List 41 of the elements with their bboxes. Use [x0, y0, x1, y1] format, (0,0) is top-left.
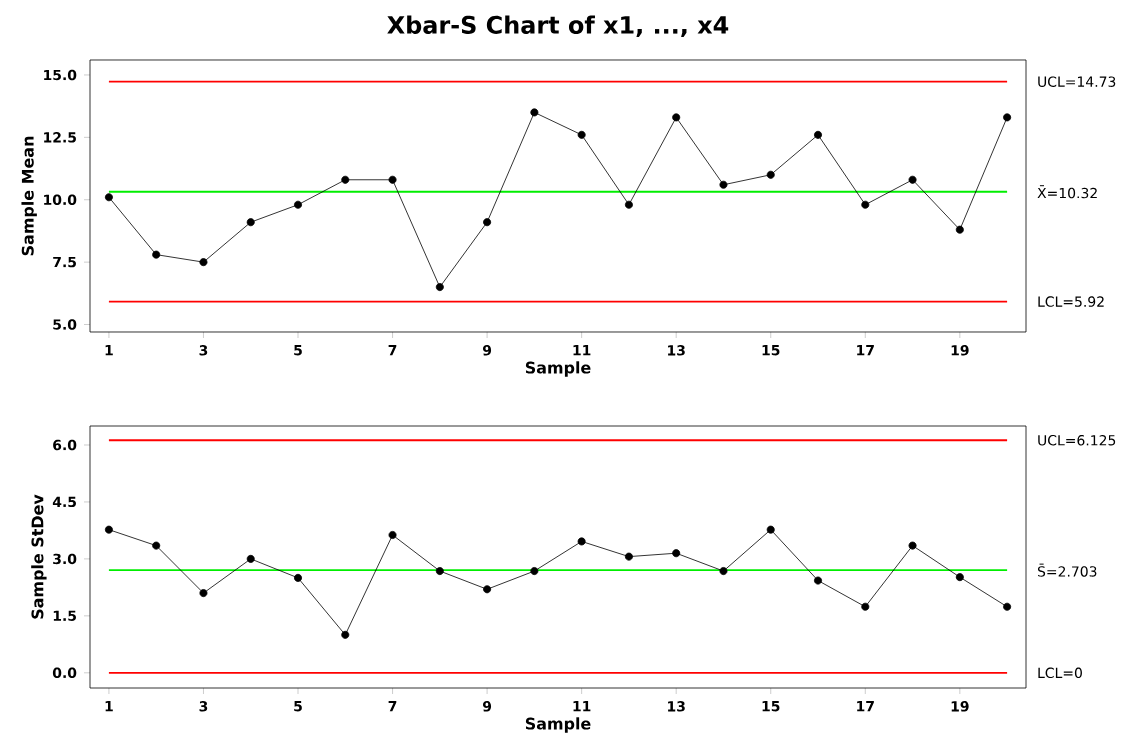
point — [246, 218, 255, 227]
point — [861, 200, 870, 209]
point — [530, 108, 539, 117]
point — [624, 552, 633, 561]
point — [341, 175, 350, 184]
point — [719, 180, 728, 189]
point — [294, 573, 302, 582]
point — [530, 567, 539, 576]
point — [577, 537, 586, 546]
point — [483, 218, 492, 227]
point — [624, 200, 633, 209]
point — [1003, 113, 1012, 122]
point — [435, 283, 444, 292]
point — [341, 630, 350, 639]
point — [483, 585, 492, 594]
point — [577, 130, 586, 139]
point — [199, 589, 208, 598]
point — [719, 567, 728, 576]
point — [766, 525, 775, 534]
point — [766, 170, 775, 179]
point — [104, 525, 113, 534]
point — [246, 554, 255, 563]
point — [435, 567, 444, 576]
point — [199, 258, 208, 267]
point — [1003, 602, 1012, 611]
point — [672, 113, 681, 122]
point — [152, 541, 161, 550]
point — [294, 200, 302, 209]
point — [955, 573, 964, 582]
point — [104, 193, 113, 202]
point — [388, 530, 397, 539]
point — [388, 175, 397, 184]
point — [814, 130, 823, 139]
chart-title: Xbar-S Chart of x1, ..., x4 — [387, 15, 729, 37]
point — [814, 576, 823, 585]
point — [152, 250, 161, 259]
point — [955, 225, 964, 234]
point — [908, 175, 917, 184]
point — [908, 541, 917, 550]
point — [861, 602, 870, 611]
point — [672, 549, 681, 558]
